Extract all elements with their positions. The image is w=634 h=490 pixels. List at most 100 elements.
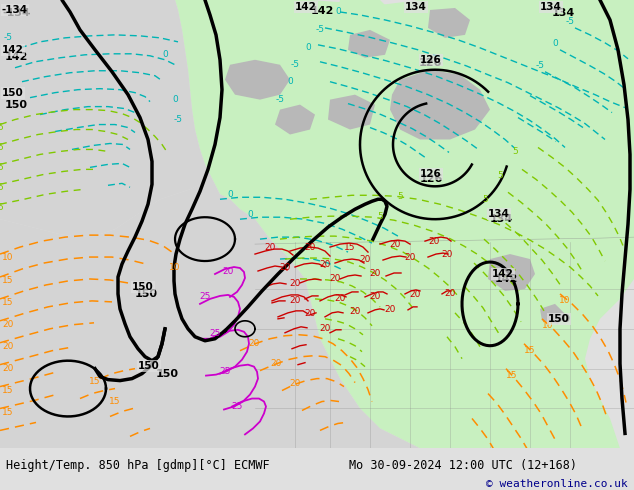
Text: 150: 150 — [548, 314, 570, 324]
Text: 15: 15 — [507, 371, 518, 380]
Text: 15: 15 — [344, 243, 356, 251]
Text: 5: 5 — [0, 183, 3, 192]
Text: 15: 15 — [524, 346, 536, 355]
Text: 20: 20 — [304, 243, 316, 251]
Text: 142: 142 — [495, 274, 519, 284]
Text: 134: 134 — [540, 2, 562, 12]
Text: 25: 25 — [209, 329, 221, 338]
Text: 20: 20 — [3, 342, 14, 351]
Text: 0: 0 — [552, 39, 558, 49]
Text: 25: 25 — [231, 402, 243, 411]
Text: 5: 5 — [512, 147, 518, 156]
Polygon shape — [0, 0, 210, 237]
Text: 5: 5 — [497, 171, 503, 180]
Text: 20: 20 — [410, 291, 421, 299]
Text: 126: 126 — [420, 55, 442, 65]
Text: 20: 20 — [264, 243, 276, 251]
Text: 0: 0 — [227, 190, 233, 199]
Text: 20: 20 — [3, 364, 14, 373]
Text: 10: 10 — [169, 263, 181, 271]
Polygon shape — [390, 70, 490, 140]
Polygon shape — [428, 8, 470, 38]
Text: 20: 20 — [334, 294, 346, 303]
Text: 10: 10 — [3, 252, 14, 262]
Text: 142: 142 — [5, 52, 29, 62]
Text: 150: 150 — [5, 99, 28, 110]
Text: 15: 15 — [3, 298, 14, 307]
Text: 5: 5 — [0, 203, 3, 212]
Text: © weatheronline.co.uk: © weatheronline.co.uk — [486, 479, 628, 489]
Text: Mo 30-09-2024 12:00 UTC (12+168): Mo 30-09-2024 12:00 UTC (12+168) — [349, 459, 577, 471]
Text: 142: 142 — [2, 45, 24, 55]
Text: 20: 20 — [389, 240, 401, 248]
Text: 20: 20 — [223, 267, 234, 275]
Polygon shape — [328, 95, 375, 129]
Text: 134: 134 — [490, 214, 514, 224]
Text: 25: 25 — [219, 367, 231, 376]
Polygon shape — [348, 30, 390, 58]
Text: 5: 5 — [397, 192, 403, 201]
Text: 5: 5 — [482, 195, 488, 204]
Text: 126: 126 — [420, 174, 443, 184]
Text: 20: 20 — [370, 270, 380, 278]
Text: 20: 20 — [429, 237, 440, 245]
Text: 142: 142 — [311, 6, 334, 16]
Text: 20: 20 — [289, 279, 301, 289]
Text: 150: 150 — [548, 314, 571, 324]
Text: 20: 20 — [444, 290, 456, 298]
Text: 5: 5 — [0, 123, 3, 132]
Text: -5: -5 — [290, 60, 299, 69]
Text: 20: 20 — [320, 260, 331, 269]
Text: 126: 126 — [419, 58, 443, 68]
Text: 10: 10 — [542, 321, 553, 330]
Text: 150: 150 — [138, 361, 160, 370]
Text: -134: -134 — [2, 5, 28, 15]
Text: 142: 142 — [492, 269, 514, 279]
Text: 20: 20 — [249, 339, 260, 348]
Text: 0: 0 — [247, 210, 253, 219]
Text: 20: 20 — [289, 296, 301, 305]
Text: 150: 150 — [132, 282, 154, 292]
Text: 20: 20 — [370, 293, 380, 301]
Text: 20: 20 — [280, 263, 290, 271]
Text: 5: 5 — [377, 212, 383, 220]
Text: 134: 134 — [405, 2, 427, 12]
Text: 20: 20 — [304, 309, 316, 318]
Text: 20: 20 — [289, 379, 301, 388]
Text: 20: 20 — [329, 274, 340, 284]
Text: 20: 20 — [320, 324, 331, 333]
Text: 15: 15 — [109, 397, 120, 406]
Text: 15: 15 — [3, 408, 14, 417]
Polygon shape — [0, 174, 420, 448]
Text: 20: 20 — [404, 252, 416, 262]
Text: -5: -5 — [536, 61, 545, 70]
Polygon shape — [275, 105, 315, 135]
Text: 20: 20 — [384, 305, 396, 315]
Text: -5: -5 — [276, 95, 285, 104]
Text: 10: 10 — [559, 296, 571, 305]
Polygon shape — [175, 0, 634, 448]
Text: -134: -134 — [2, 8, 30, 18]
Text: 134: 134 — [552, 8, 575, 18]
Text: 0: 0 — [172, 95, 178, 104]
Text: 5: 5 — [0, 163, 3, 172]
Text: -5: -5 — [174, 115, 183, 124]
Polygon shape — [335, 0, 420, 70]
Text: 0: 0 — [335, 7, 341, 17]
Text: 0: 0 — [287, 77, 293, 86]
Text: 142: 142 — [295, 2, 317, 12]
Text: 150: 150 — [156, 368, 179, 379]
Polygon shape — [540, 304, 565, 324]
Text: 0: 0 — [162, 50, 168, 59]
Text: -5: -5 — [566, 18, 574, 26]
Text: 15: 15 — [89, 377, 101, 386]
Text: Height/Temp. 850 hPa [gdmp][°C] ECMWF: Height/Temp. 850 hPa [gdmp][°C] ECMWF — [6, 459, 270, 471]
Text: 25: 25 — [199, 293, 210, 301]
Text: -5: -5 — [4, 33, 13, 42]
Text: 15: 15 — [3, 386, 14, 395]
Text: -5: -5 — [316, 25, 325, 34]
Text: 20: 20 — [3, 320, 14, 329]
Polygon shape — [488, 254, 535, 291]
Text: 20: 20 — [359, 254, 371, 264]
Text: 134: 134 — [488, 209, 510, 219]
